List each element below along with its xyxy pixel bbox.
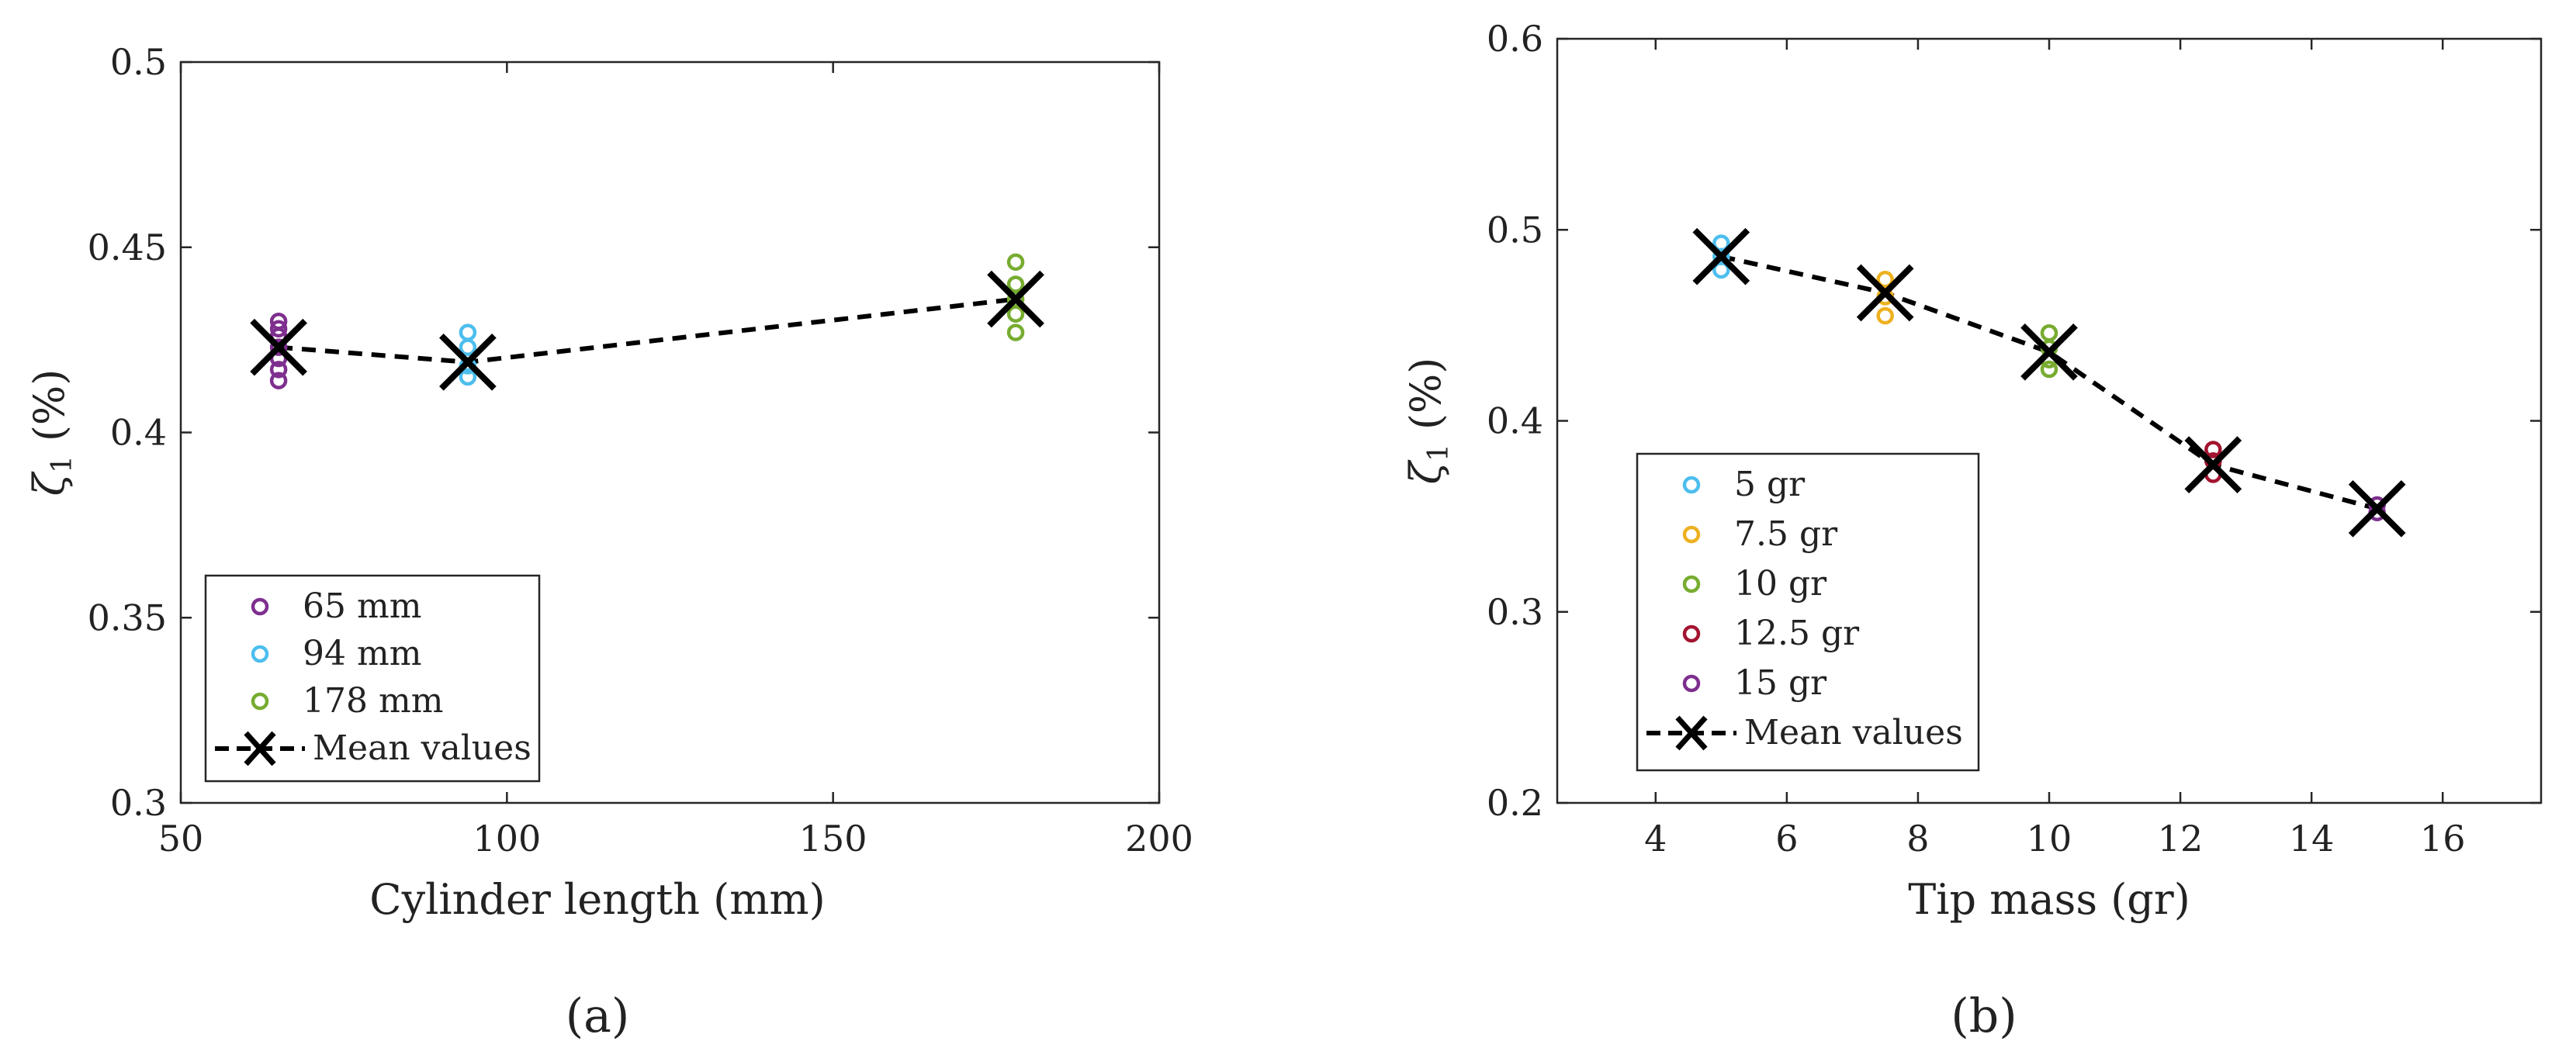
x-tick-label: 6: [1775, 818, 1798, 860]
data-point: [1006, 305, 1025, 323]
data-point: [269, 372, 288, 389]
legend-marker: [251, 692, 269, 711]
y-tick-label: 0.4: [1487, 400, 1543, 442]
legend-marker: [1682, 525, 1701, 544]
legend-entry-label: 10 gr: [1734, 564, 1827, 604]
y-axis-label: ζ1 (%): [1401, 358, 1455, 485]
legend-entry-label: Mean values: [1744, 713, 1963, 752]
panel-label: (b): [1951, 989, 2017, 1043]
legend: 5 gr 7.5 gr 10 gr 12.5 gr 15 gr Mean values: [1636, 452, 1980, 772]
data-point: [1876, 306, 1894, 325]
data-point: [1876, 271, 1894, 289]
legend-entry-label: 5 gr: [1734, 465, 1806, 504]
y-axis-label-symbol: ζ: [25, 471, 74, 496]
mean-value-marker: [987, 270, 1044, 328]
legend-marker: [251, 597, 269, 616]
data-point: [459, 338, 477, 356]
mean-value-marker: [1692, 227, 1750, 285]
x-axis-label: Cylinder length (mm): [369, 875, 825, 924]
y-tick-label: 0.3: [1487, 591, 1543, 633]
y-tick-label: 0.45: [88, 227, 167, 268]
x-tick-label: 4: [1644, 818, 1667, 860]
legend-marker: [1682, 674, 1701, 693]
data-point: [2040, 360, 2058, 379]
x-tick-label: 10: [2027, 818, 2072, 860]
mean-marker-stroke: [1692, 227, 1750, 285]
mean-value-marker: [439, 333, 497, 391]
mean-value-marker: [2348, 479, 2406, 538]
x-tick-label: 12: [2158, 818, 2204, 860]
mean-marker-stroke: [2348, 479, 2406, 538]
legend-entry-label: 65 mm: [303, 586, 421, 626]
x-tick-label: 200: [1125, 818, 1193, 860]
legend-entry-label: 178 mm: [303, 681, 443, 721]
data-point: [1006, 253, 1025, 272]
x-tick-label: 8: [1906, 818, 1929, 860]
x-tick-label: 100: [473, 818, 541, 860]
mean-marker-stroke: [439, 333, 497, 391]
legend-marker: [251, 645, 269, 663]
y-tick-label: 0.5: [110, 41, 167, 83]
legend-marker: [1682, 624, 1701, 643]
legend-marker: [1682, 575, 1701, 593]
mean-marker-stroke: [250, 318, 307, 376]
data-point: [2204, 441, 2222, 458]
x-tick-label: 14: [2289, 818, 2335, 860]
y-tick-label: 0.4: [110, 412, 167, 454]
mean-value-marker: [2020, 323, 2078, 381]
y-tick-label: 0.3: [110, 782, 167, 824]
mean-value-marker: [250, 318, 307, 376]
chart-panel-1: 50 100 150 200 0.3 0.35 0.4 0.45 0.5 Cylinder len…: [25, 41, 1193, 1043]
legend-entry-label: 12.5 gr: [1734, 614, 1860, 653]
legend: 65 mm 94 mm 178 mm Mean values: [204, 574, 541, 783]
data-point: [1006, 323, 1025, 341]
y-tick-label: 0.2: [1487, 782, 1543, 824]
x-axis-label: Tip mass (gr): [1908, 875, 2190, 924]
y-axis-label-subscript: 1: [1423, 444, 1455, 462]
y-axis-label: ζ1 (%): [25, 369, 78, 496]
data-point: [269, 361, 288, 379]
mean-value-marker: [2184, 436, 2242, 493]
data-point: [2040, 323, 2058, 342]
y-tick-label: 0.6: [1487, 18, 1543, 60]
panel-label: (a): [566, 989, 630, 1043]
mean-values-line: [278, 296, 1016, 365]
mean-value-marker: [1856, 264, 1914, 322]
y-axis-label-subscript: 1: [47, 455, 78, 473]
legend-mean-marker: [1675, 715, 1708, 751]
mean-marker-stroke: [1856, 264, 1914, 322]
x-tick-label: 16: [2420, 818, 2466, 860]
y-tick-label: 0.5: [1487, 209, 1543, 251]
y-axis-label-symbol: ζ: [1401, 459, 1450, 484]
x-tick-label: 50: [158, 818, 204, 860]
data-point: [1006, 275, 1025, 293]
data-point: [459, 368, 477, 386]
mean-marker-stroke: [2020, 323, 2078, 381]
y-axis-label-unit: (%): [25, 369, 74, 441]
legend-box: [1636, 452, 1980, 772]
data-point: [269, 338, 288, 356]
data-point: [269, 320, 288, 338]
legend-mean-marker: [244, 731, 276, 766]
data-point: [1712, 234, 1730, 252]
mean-marker-stroke: [2184, 436, 2242, 493]
y-axis-label-unit: (%): [1401, 358, 1450, 430]
legend-marker: [1682, 476, 1701, 494]
chart-panel-2: 4 6 8 10 12 14 16 0.2 0.3 0.4 0.5 0.6 Tip mass (gr) ζ…: [1401, 18, 2543, 1043]
legend-entry-label: Mean values: [313, 728, 531, 768]
y-tick-label: 0.35: [88, 597, 167, 638]
mean-marker-stroke: [987, 270, 1044, 328]
legend-entry-label: 15 gr: [1734, 663, 1827, 703]
legend-entry-label: 94 mm: [303, 634, 421, 673]
data-point: [269, 313, 288, 330]
data-point: [459, 323, 477, 341]
x-tick-label: 150: [799, 818, 867, 860]
legend-entry-label: 7.5 gr: [1734, 514, 1838, 554]
